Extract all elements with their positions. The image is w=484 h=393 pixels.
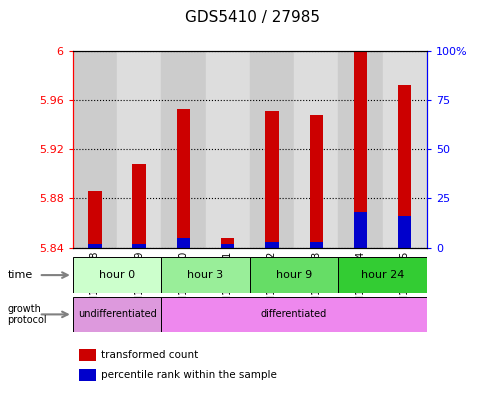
- Bar: [353, 212, 366, 248]
- Bar: [397, 216, 410, 248]
- Bar: [382, 51, 426, 248]
- Bar: [309, 115, 322, 248]
- Bar: [161, 297, 426, 332]
- Text: hour 24: hour 24: [360, 270, 403, 280]
- Bar: [265, 111, 278, 248]
- Text: hour 3: hour 3: [187, 270, 223, 280]
- Bar: [249, 51, 293, 248]
- Text: hour 9: hour 9: [275, 270, 312, 280]
- Bar: [221, 244, 234, 248]
- Bar: [265, 242, 278, 248]
- Text: time: time: [7, 270, 32, 280]
- Bar: [176, 109, 190, 248]
- Bar: [73, 297, 161, 332]
- Bar: [132, 244, 146, 248]
- Bar: [309, 242, 322, 248]
- Text: differentiated: differentiated: [260, 309, 327, 320]
- Bar: [337, 257, 426, 293]
- Bar: [132, 164, 146, 248]
- Bar: [73, 51, 117, 248]
- Bar: [88, 244, 101, 248]
- Bar: [79, 369, 95, 380]
- Bar: [161, 51, 205, 248]
- Text: percentile rank within the sample: percentile rank within the sample: [101, 370, 276, 380]
- Bar: [73, 257, 161, 293]
- Text: transformed count: transformed count: [101, 350, 198, 360]
- Text: hour 0: hour 0: [99, 270, 135, 280]
- Bar: [176, 238, 190, 248]
- Bar: [249, 257, 337, 293]
- Bar: [353, 51, 366, 248]
- Text: undifferentiated: undifferentiated: [77, 309, 156, 320]
- Bar: [221, 238, 234, 248]
- Bar: [337, 51, 382, 248]
- Bar: [205, 51, 249, 248]
- Bar: [79, 349, 95, 361]
- Bar: [88, 191, 101, 248]
- Bar: [397, 85, 410, 248]
- Bar: [161, 257, 249, 293]
- Bar: [293, 51, 337, 248]
- Text: GDS5410 / 27985: GDS5410 / 27985: [184, 10, 319, 25]
- Text: growth
protocol: growth protocol: [7, 304, 47, 325]
- Bar: [117, 51, 161, 248]
